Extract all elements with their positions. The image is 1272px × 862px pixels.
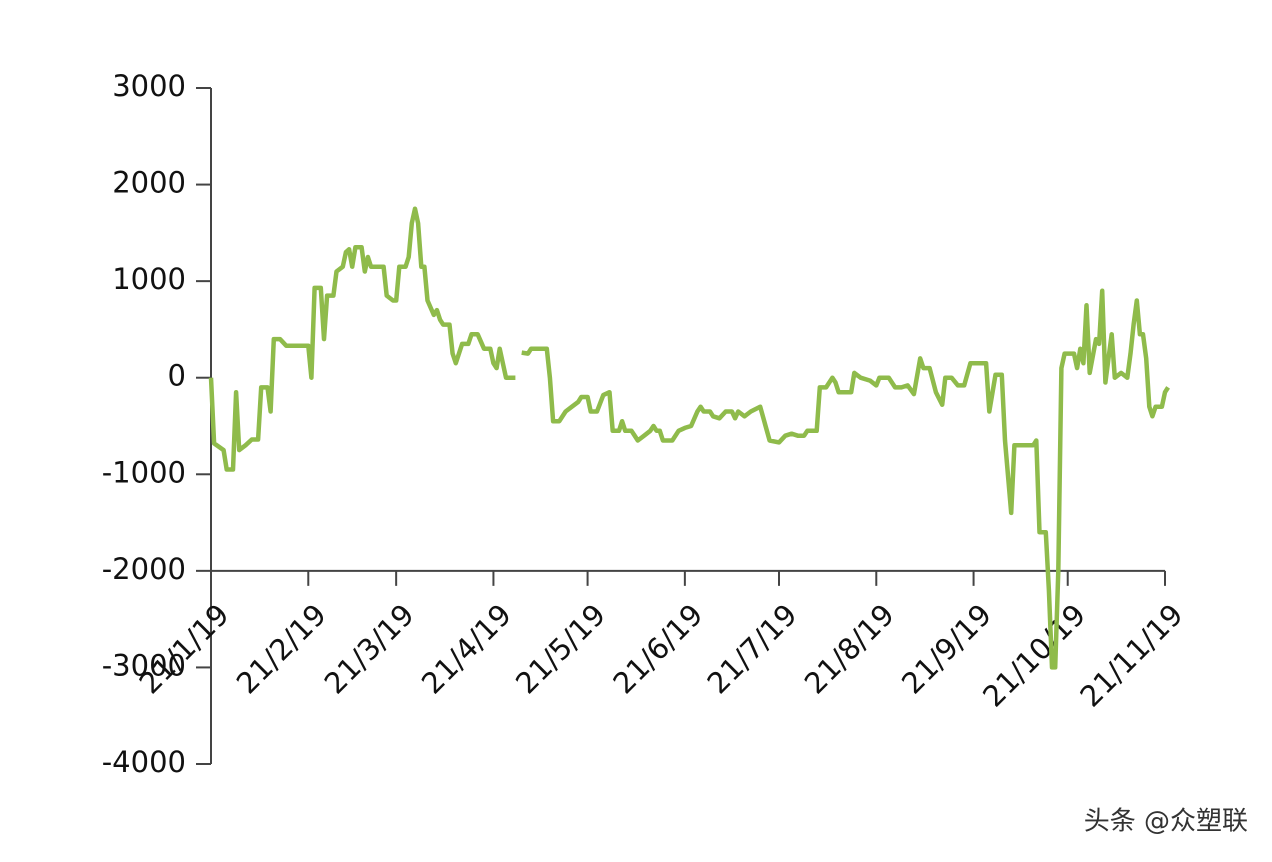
y-tick-label: 2000: [112, 166, 186, 200]
y-tick-label: -3000: [102, 648, 186, 682]
watermark: 头条 @众塑联: [1084, 807, 1248, 837]
y-tick-label: 1000: [112, 262, 186, 296]
y-tick-label: 0: [168, 359, 186, 393]
y-tick-label: -2000: [102, 552, 186, 586]
y-tick-label: -1000: [102, 455, 186, 489]
line-series: [208, 206, 1170, 670]
y-tick-label: 3000: [112, 69, 186, 103]
y-tick-label: -4000: [102, 745, 186, 779]
